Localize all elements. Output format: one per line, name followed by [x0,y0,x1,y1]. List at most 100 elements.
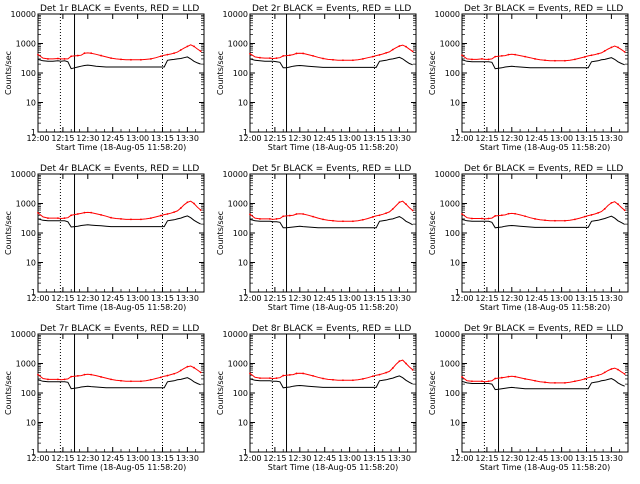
x-tick-label: 12:45 [313,454,336,463]
lld-point [179,49,182,51]
lld-point [573,58,576,61]
lld-point [269,218,271,220]
panel-title: Det 7r BLACK = Events, RED = LLD [40,324,199,334]
panel-title: Det 3r BLACK = Events, RED = LLD [464,4,623,14]
lld-point [361,218,364,221]
lld-point [173,52,176,55]
y-tick-label: 100 [233,389,248,398]
lld-point [352,59,354,62]
y-tick-label: 1 [243,448,248,457]
lld-series-line [249,200,414,222]
lld-point [259,377,261,379]
y-tick-label: 1000 [228,360,248,369]
x-tick-label: 13:15 [151,454,174,463]
lld-point [391,48,394,51]
lld-point [57,217,59,219]
lld-point [610,46,613,49]
lld-point [507,375,510,378]
lld-point [332,219,334,222]
lld-point [130,58,132,61]
y-axis-label: Counts/sec [4,211,13,255]
lld-point [173,211,176,214]
lld-point [623,209,626,212]
x-tick-label: 12:00 [238,454,261,463]
y-tick-label: 10 [26,259,36,268]
x-axis-label: Start Time (18-Aug-05 11:58:20) [56,143,187,152]
lld-point [544,219,546,222]
lld-point [47,58,49,60]
y-tick-label: 100 [233,69,248,78]
x-tick-label: 13:30 [388,134,411,143]
lld-point [378,214,381,217]
y-tick-label: 1 [243,128,248,137]
lld-point [288,374,291,376]
lld-point [342,59,344,62]
y-tick-label: 100 [21,229,36,238]
lld-point [471,58,473,61]
lld-point [352,379,354,382]
x-tick-label: 13:15 [575,294,598,303]
lld-point [322,57,324,60]
lld-point [494,214,497,217]
y-tick-label: 100 [445,229,460,238]
lld-point [140,58,142,61]
x-axis-label: Start Time (18-Aug-05 11:58:20) [480,463,611,472]
x-tick-label: 12:00 [450,134,473,143]
lld-point [342,220,344,223]
lld-point [110,378,112,381]
y-tick-label: 10 [238,259,248,268]
y-tick-label: 10 [26,99,36,108]
lld-point [385,371,388,374]
lld-point [295,372,298,375]
y-tick-label: 1 [31,288,36,297]
x-tick-label: 12:00 [450,454,473,463]
lld-point [332,378,334,381]
lld-point [385,52,388,54]
x-tick-label: 13:00 [126,134,149,143]
y-tick-label: 100 [445,69,460,78]
lld-point [494,377,497,380]
plot-frame [461,333,629,453]
lld-point [259,56,261,59]
lld-series-line [461,45,625,62]
lld-point [590,214,593,216]
x-axis-label: Start Time (18-Aug-05 11:58:20) [56,303,187,312]
lld-point [481,58,483,60]
y-tick-label: 1000 [440,200,460,209]
lld-point [461,213,463,215]
lld-point [481,380,483,383]
lld-point [130,218,132,221]
lld-point [159,214,162,217]
lld-point [524,378,526,380]
lld-point [186,365,189,368]
lld-point [378,54,381,56]
lld-point [361,378,364,380]
y-tick-label: 1000 [228,40,248,49]
lld-series-line [37,365,201,382]
lld-point [524,55,526,58]
lld-point [391,367,394,369]
lld-point [385,212,388,215]
panel-title: Det 2r BLACK = Events, RED = LLD [252,4,411,14]
events-series-line [37,377,201,390]
y-tick-label: 1000 [440,360,460,369]
lld-point [597,212,600,214]
lld-point [199,209,202,211]
lld-point [405,362,407,365]
lld-point [159,376,162,379]
lld-point [564,59,566,62]
y-tick-label: 10000 [435,10,460,19]
events-series-line [249,375,413,389]
y-tick-label: 1 [455,128,460,137]
panel-5: Det 5r BLACK = Events, RED = LLD 1 10 100 10… [216,164,417,312]
lld-point [617,46,619,49]
panel-8: Det 8r BLACK = Events, RED = LLD 1 10 100 10… [216,324,417,472]
lld-point [275,377,278,379]
events-series-line [461,377,625,391]
x-tick-label: 12:30 [500,294,523,303]
x-tick-label: 12:15 [475,454,498,463]
panel-title: Det 6r BLACK = Events, RED = LLD [464,164,623,174]
lld-point [500,214,503,217]
lld-point [70,214,73,217]
